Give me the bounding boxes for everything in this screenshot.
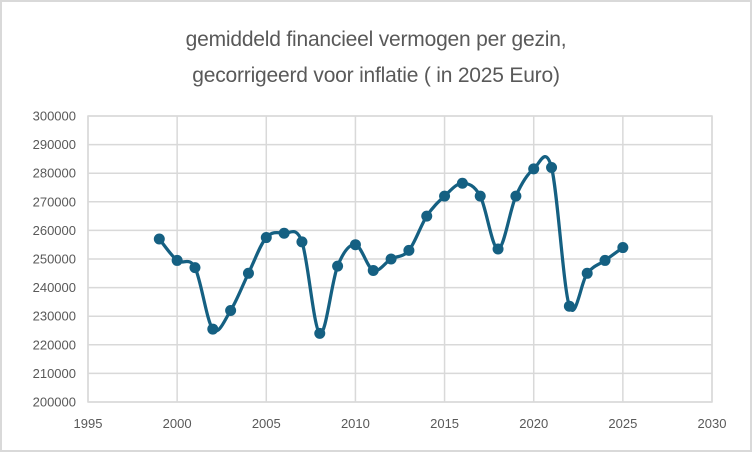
data-point-marker — [225, 304, 237, 316]
chart-title-line-2: gecorrigeerd voor inflatie ( in 2025 Eur… — [192, 64, 560, 87]
plot-area-border — [87, 115, 713, 403]
data-point-marker — [385, 253, 397, 265]
y-axis-tick-label: 290000 — [33, 137, 76, 152]
data-point-marker — [421, 210, 433, 222]
data-point-marker — [581, 267, 593, 279]
data-point-marker — [403, 244, 415, 256]
y-axis-tick-label: 280000 — [33, 166, 76, 181]
data-point-marker — [332, 260, 344, 272]
data-point-marker — [349, 239, 361, 251]
y-axis-tick-label: 210000 — [33, 366, 76, 381]
chart-title: gemiddeld financieel vermogen per gezin,… — [2, 22, 750, 94]
x-axis-tick-label: 2020 — [519, 416, 548, 431]
data-point-marker — [260, 232, 272, 244]
y-axis-tick-label: 220000 — [33, 337, 76, 352]
x-axis-labels: 1995 2000 2005 2010 2015 2020 2025 2030 — [74, 416, 727, 431]
x-axis-tick-label: 2005 — [252, 416, 281, 431]
data-point-marker — [296, 236, 308, 248]
y-axis-tick-label: 250000 — [33, 252, 76, 267]
data-point-marker — [456, 177, 468, 189]
data-point-markers — [153, 161, 629, 339]
data-point-marker — [510, 190, 522, 202]
chart-title-line-1: gemiddeld financieel vermogen per gezin, — [185, 28, 567, 51]
data-point-marker — [546, 161, 558, 173]
data-point-marker — [617, 242, 629, 254]
x-axis-tick-label: 2010 — [341, 416, 370, 431]
data-point-marker — [242, 267, 254, 279]
y-axis-tick-label: 200000 — [33, 395, 76, 410]
x-axis-tick-label: 2025 — [608, 416, 637, 431]
x-axis-tick-label: 1995 — [74, 416, 103, 431]
data-point-marker — [171, 254, 183, 266]
data-point-marker — [189, 262, 201, 274]
y-axis-tick-label: 230000 — [33, 309, 76, 324]
data-point-marker — [563, 300, 575, 312]
x-axis-tick-label: 2030 — [698, 416, 727, 431]
x-axis-tick-label: 2015 — [430, 416, 459, 431]
data-point-marker — [278, 227, 290, 239]
data-point-marker — [474, 190, 486, 202]
data-point-marker — [153, 233, 165, 245]
data-point-marker — [367, 264, 379, 276]
y-axis-tick-label: 270000 — [33, 194, 76, 209]
data-point-marker — [314, 327, 326, 339]
data-point-marker — [599, 254, 611, 266]
y-axis-labels: 200000 210000 220000 230000 240000 250000 2600… — [33, 109, 76, 410]
data-point-marker — [207, 323, 219, 335]
y-axis-tick-label: 240000 — [33, 280, 76, 295]
x-axis-tick-label: 2000 — [163, 416, 192, 431]
data-point-marker — [528, 163, 540, 175]
y-axis-tick-label: 260000 — [33, 223, 76, 238]
y-axis-tick-label: 300000 — [33, 109, 76, 124]
data-point-marker — [492, 243, 504, 255]
data-point-marker — [439, 190, 451, 202]
